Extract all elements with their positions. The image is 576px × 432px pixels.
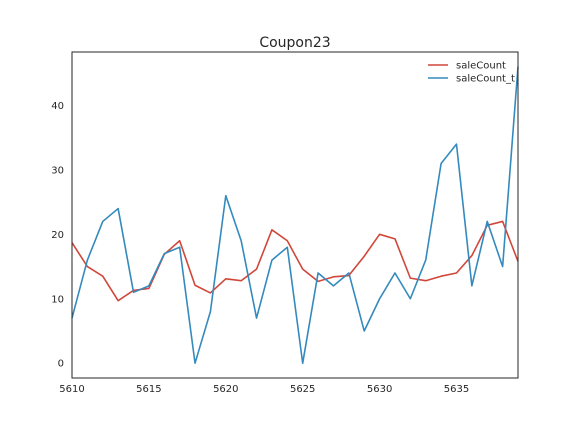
x-tick-label: 5630 xyxy=(367,384,392,395)
y-axis-ticks: 0 10 20 30 40 xyxy=(51,101,64,370)
plot-area-frame xyxy=(71,51,519,379)
y-tick-label: 0 xyxy=(58,359,64,370)
legend: saleCount saleCount_t xyxy=(428,61,515,85)
x-tick-label: 5620 xyxy=(213,384,238,395)
y-tick-label: 10 xyxy=(51,294,64,305)
series-layer xyxy=(71,66,519,364)
y-tick-label: 20 xyxy=(51,230,64,241)
series-line-salecount xyxy=(71,220,519,302)
x-tick-label: 5635 xyxy=(444,384,469,395)
chart-title: Coupon23 xyxy=(259,35,330,51)
y-tick-label: 30 xyxy=(51,165,64,176)
legend-label: saleCount_t xyxy=(456,74,515,85)
x-axis-ticks: 5610 5615 5620 5625 5630 5635 xyxy=(59,384,469,395)
legend-label: saleCount xyxy=(456,61,506,72)
y-tick-label: 40 xyxy=(51,101,64,112)
x-tick-label: 5625 xyxy=(290,384,315,395)
x-tick-label: 5615 xyxy=(136,384,161,395)
series-line-salecount-t xyxy=(71,66,519,364)
x-tick-label: 5610 xyxy=(59,384,84,395)
